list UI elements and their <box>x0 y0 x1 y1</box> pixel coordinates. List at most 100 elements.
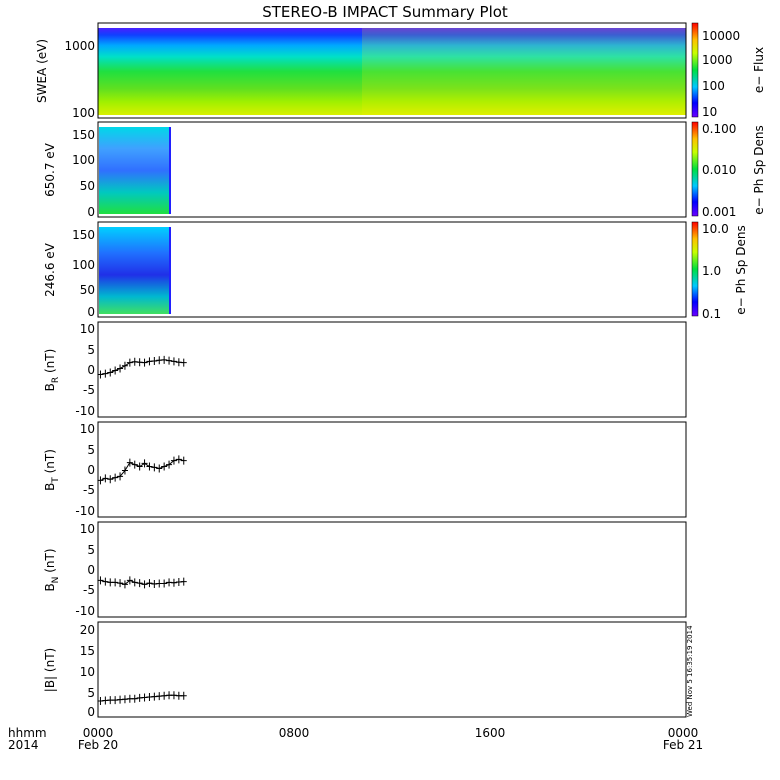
pad650-cbar-tick: 0.010 <box>702 163 736 177</box>
pad246-ytick: 50 <box>80 283 95 297</box>
bt-ytick: 10 <box>80 422 95 436</box>
panel-pad650-frame <box>97 121 687 218</box>
bmag-ytick: 10 <box>80 665 95 679</box>
pad246-ylabel: 246.6 eV <box>43 242 57 297</box>
data-point <box>112 578 119 587</box>
data-point <box>180 358 187 367</box>
data-point <box>170 578 177 587</box>
data-point <box>126 458 133 467</box>
data-point <box>146 462 153 471</box>
br-ytick: -5 <box>83 383 95 397</box>
panel-pad246: 150 100 50 0 246.6 eV 10.0 1.0 0.1 e− Ph… <box>43 221 748 321</box>
data-point <box>161 462 168 471</box>
data-point <box>131 578 138 587</box>
bn-ytick: -10 <box>75 604 95 618</box>
x-axis: hhmm 2014 0000 Feb 20 0800 1600 0000 Feb… <box>8 726 703 752</box>
swea-cbar-tick: 1000 <box>702 53 733 67</box>
data-point <box>121 466 128 475</box>
panel-pad650: 150 100 50 0 650.7 eV 0.100 0.010 0.001 … <box>43 121 766 219</box>
swea-spectrogram <box>98 28 686 115</box>
swea-colorbar <box>691 22 699 118</box>
swea-cbar-tick: 10 <box>702 105 717 119</box>
br-series <box>97 355 187 379</box>
br-ytick: 5 <box>87 343 95 357</box>
bt-ylabel: BT (nT) <box>43 449 61 491</box>
bn-ytick: -5 <box>83 583 95 597</box>
panel-swea-frame <box>97 22 687 119</box>
x-tick-label: 1600 <box>475 726 506 740</box>
bn-ytick: 5 <box>87 543 95 557</box>
data-point <box>97 476 104 485</box>
bn-ytick: 0 <box>87 563 95 577</box>
swea-cbar-tick: 100 <box>702 79 725 93</box>
data-point <box>102 577 109 586</box>
swea-cbar-tick: 10000 <box>702 29 740 43</box>
pad246-ytick: 150 <box>72 228 95 242</box>
bmag-ylabel: |B| (nT) <box>43 648 57 692</box>
data-point <box>166 460 173 469</box>
br-ytick: 0 <box>87 363 95 377</box>
pad246-cbar-tick: 10.0 <box>702 222 729 236</box>
panel-swea: 1000 100 SWEA (eV) 10000 1000 100 10 e− … <box>35 22 766 120</box>
data-point <box>136 462 143 471</box>
data-point <box>97 576 104 585</box>
data-point <box>141 459 148 468</box>
bt-ytick: 0 <box>87 463 95 477</box>
plot-title: STEREO-B IMPACT Summary Plot <box>262 3 508 21</box>
x-tick-label: 0800 <box>279 726 310 740</box>
data-point <box>117 364 124 373</box>
panel-bn-frame <box>97 521 687 618</box>
pad650-ytick: 0 <box>87 205 95 219</box>
panel-bmag: 20 15 10 5 0 |B| (nT) Wed Nov 5 16:35:19… <box>43 621 694 719</box>
pad246-colorbar <box>691 221 699 317</box>
panel-pad246-frame <box>97 221 687 318</box>
data-point <box>151 357 158 366</box>
pad246-cbar-tick: 1.0 <box>702 264 721 278</box>
panel-br-frame <box>97 321 687 418</box>
bn-ytick: 10 <box>80 522 95 536</box>
data-point <box>107 475 114 484</box>
data-point <box>166 356 173 365</box>
bt-ytick: -10 <box>75 504 95 518</box>
data-point <box>161 355 168 364</box>
data-point <box>131 694 138 703</box>
data-point <box>121 361 128 370</box>
bmag-ytick: 20 <box>80 623 95 637</box>
x-tick-label: 0000 <box>668 726 699 740</box>
bn-ylabel: BN (nT) <box>43 548 61 591</box>
data-point <box>112 473 119 482</box>
br-ytick: -10 <box>75 404 95 418</box>
x-tick-date: Feb 21 <box>663 738 703 752</box>
x-corner-bottom: 2014 <box>8 738 39 752</box>
bn-series <box>97 576 187 589</box>
swea-spectrogram-shift <box>362 28 686 115</box>
panel-bn: 10 5 0 -5 -10 BN (nT) <box>43 521 687 618</box>
data-point <box>180 577 187 586</box>
swea-ylabel: SWEA (eV) <box>35 39 49 103</box>
pad650-ylabel: 650.7 eV <box>43 142 57 197</box>
data-point <box>126 358 133 367</box>
data-point <box>146 579 153 588</box>
data-point <box>112 366 119 375</box>
data-point <box>131 460 138 469</box>
bt-series <box>97 455 187 485</box>
bmag-ytick: 5 <box>87 686 95 700</box>
data-point <box>175 455 182 464</box>
pad246-edge <box>169 227 171 314</box>
swea-ytick: 100 <box>72 106 95 120</box>
panel-bt: 10 5 0 -5 -10 BT (nT) <box>43 421 687 518</box>
data-point <box>156 464 163 473</box>
data-point <box>102 474 109 483</box>
bmag-ytick: 15 <box>80 644 95 658</box>
x-tick-date: Feb 20 <box>78 738 118 752</box>
data-point <box>97 370 104 379</box>
pad650-colorbar <box>691 121 699 217</box>
timestamp: Wed Nov 5 16:35:19 2014 <box>686 625 694 717</box>
pad246-spectrogram <box>99 227 171 314</box>
bt-ytick: -5 <box>83 483 95 497</box>
swea-ytick: 1000 <box>64 39 95 53</box>
data-point <box>161 579 168 588</box>
data-point <box>151 463 158 472</box>
pad650-ytick: 50 <box>80 179 95 193</box>
pad246-ytick: 100 <box>72 258 95 272</box>
